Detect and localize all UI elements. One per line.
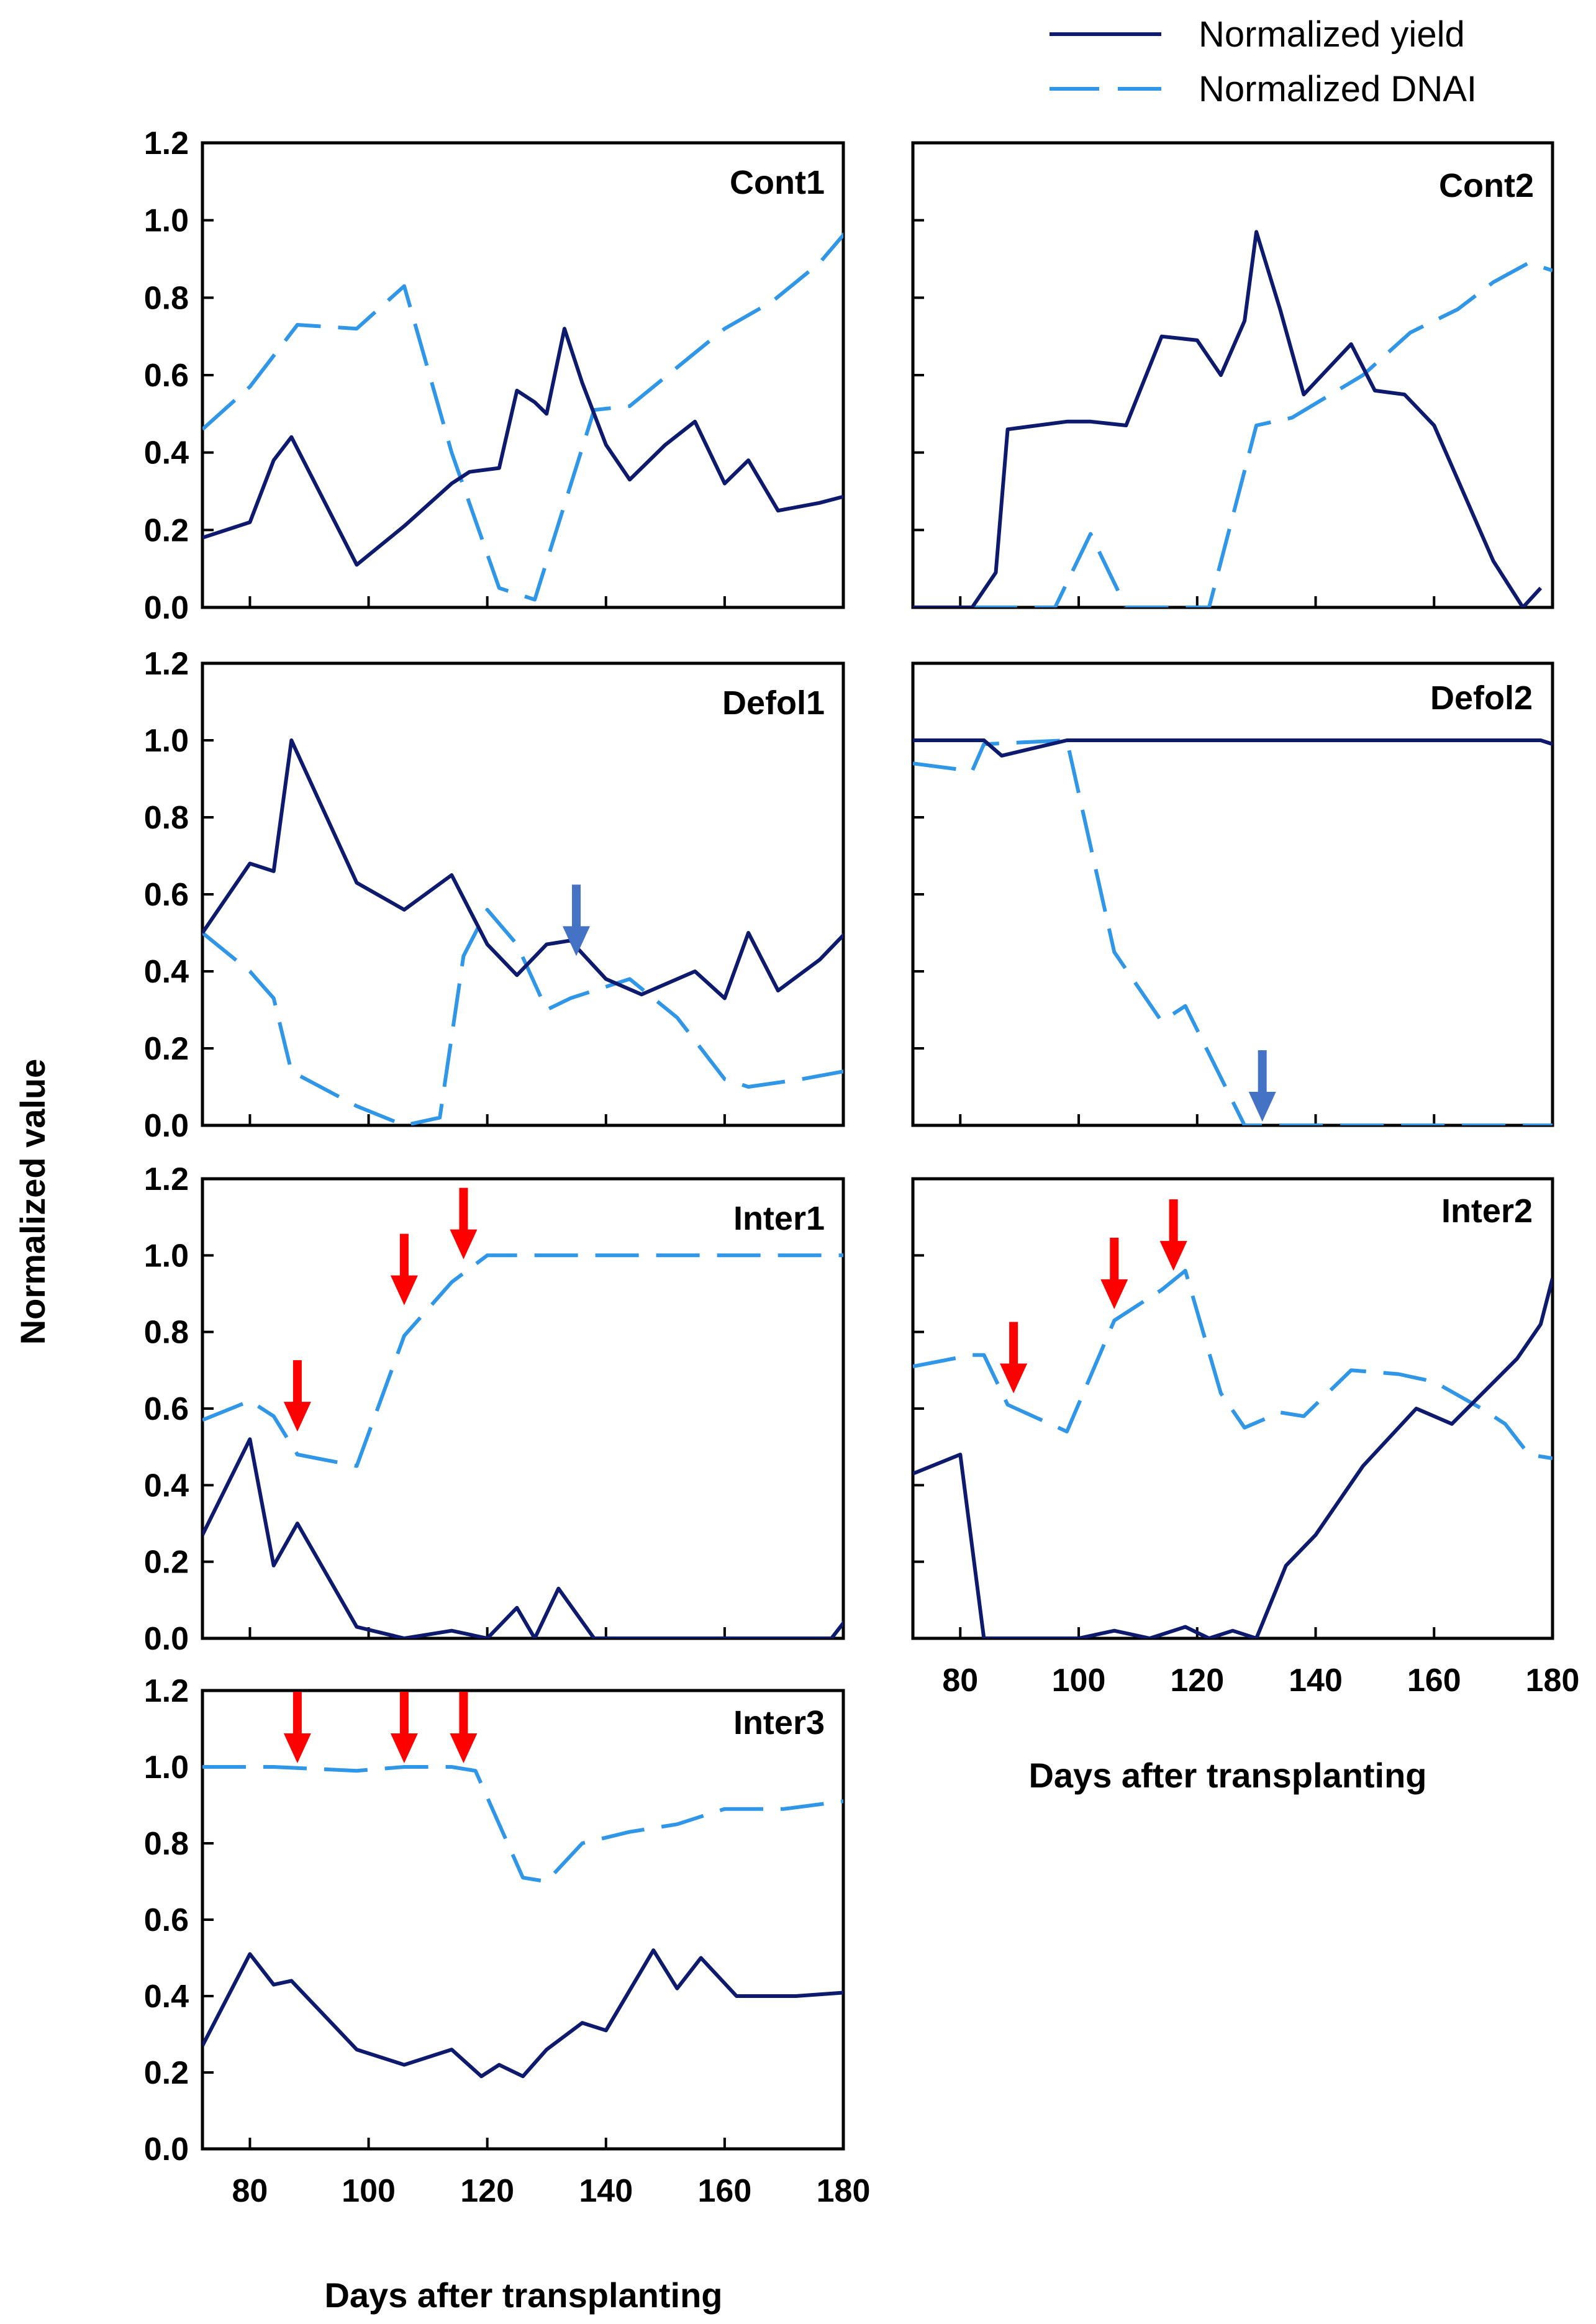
down-arrow-icon <box>1159 1199 1187 1271</box>
y-tick-label: 1.0 <box>144 1750 189 1786</box>
inter2-dnai-line <box>913 1269 1553 1461</box>
panel-inter2: Inter2 80 100 120 140 160 180 <box>911 1177 1580 1699</box>
down-arrow-icon <box>1248 1050 1276 1122</box>
down-arrow-icon <box>390 1692 418 1763</box>
panel-title-cont2: Cont2 <box>1439 167 1534 204</box>
y-tick-label: 0.4 <box>144 1468 189 1504</box>
y-tick-label: 0.2 <box>144 512 189 548</box>
panel-title-inter2: Inter2 <box>1441 1192 1533 1230</box>
y-tick-label: 0.8 <box>144 800 189 836</box>
y-tick-label: 1.0 <box>144 203 189 239</box>
panel-inter1: Inter1 0.0 0.2 0.4 0.6 0.8 1.0 1.2 <box>144 1161 845 1657</box>
inter1-dnai-line <box>202 1253 843 1468</box>
inter3-yield-line <box>202 1948 843 2079</box>
y-tick-label: 0.4 <box>144 954 189 990</box>
y-tick-label: 1.0 <box>144 723 189 759</box>
panel-defol2: Defol2 <box>911 661 1554 1127</box>
cont1-dnai-line <box>202 232 843 602</box>
x-tick-label: 120 <box>460 2173 514 2209</box>
x-tick-label: 120 <box>1170 1663 1224 1699</box>
x-tick-label: 100 <box>1052 1663 1106 1699</box>
y-tick-label: 1.2 <box>144 646 189 682</box>
y-tick-label: 0.2 <box>144 1545 189 1581</box>
x-axis-label-left: Days after transplanting <box>324 2276 722 2315</box>
down-arrow-icon <box>1000 1322 1028 1394</box>
y-tick-label: 0.4 <box>144 1979 189 2015</box>
panel-title-defol1: Defol1 <box>722 684 825 722</box>
down-arrow-icon <box>450 1692 478 1763</box>
panel-title-inter3: Inter3 <box>733 1704 825 1741</box>
x-tick-label: 180 <box>817 2173 871 2209</box>
y-tick-label: 0.0 <box>144 2131 189 2167</box>
down-arrow-icon <box>283 1360 311 1432</box>
plot-frame <box>911 1177 1554 1640</box>
y-tick-label: 0.2 <box>144 1031 189 1067</box>
x-tick-label: 80 <box>232 2173 268 2209</box>
legend-yield-label: Normalized yield <box>1199 14 1465 55</box>
down-arrow-icon <box>450 1187 478 1260</box>
x-tick-label: 100 <box>342 2173 396 2209</box>
inter2-yield-line <box>913 1278 1553 1638</box>
defol1-dnai-line <box>202 907 843 1125</box>
plot-frame <box>201 661 845 1127</box>
y-tick-label: 0.8 <box>144 1826 189 1862</box>
inter1-yield-line <box>202 1437 843 1638</box>
y-tick-label: 1.2 <box>144 1673 189 1709</box>
plot-frame <box>911 661 1554 1127</box>
y-tick-label: 0.8 <box>144 280 189 316</box>
y-tick-label: 0.6 <box>144 358 189 394</box>
y-tick-label: 0.6 <box>144 1391 189 1427</box>
legend-dnai-label: Normalized DNAI <box>1199 69 1477 109</box>
x-tick-label: 140 <box>579 2173 633 2209</box>
defol1-yield-line <box>202 738 843 1001</box>
defol2-dnai-line <box>913 738 1553 1125</box>
y-tick-label: 0.6 <box>144 1902 189 1938</box>
cont2-yield-line <box>913 230 1543 607</box>
y-axis-label: Normalized value <box>13 1059 52 1345</box>
legend: Normalized yield Normalized DNAI <box>1050 14 1477 109</box>
cont1-yield-line <box>202 327 843 567</box>
y-tick-label: 0.4 <box>144 435 189 471</box>
down-arrow-icon <box>563 884 590 956</box>
plot-frame <box>201 141 845 609</box>
panel-cont2: Cont2 <box>911 141 1554 609</box>
y-tick-label: 0.6 <box>144 877 189 913</box>
y-tick-label: 1.2 <box>144 125 189 161</box>
panel-title-cont1: Cont1 <box>730 164 825 201</box>
down-arrow-icon <box>283 1692 311 1763</box>
x-tick-label: 160 <box>698 2173 752 2209</box>
cont2-dnai-line <box>913 261 1553 607</box>
panel-title-inter1: Inter1 <box>733 1200 825 1237</box>
y-tick-label: 0.8 <box>144 1315 189 1351</box>
x-axis-label-right: Days after transplanting <box>1028 1756 1426 1795</box>
panel-defol1: Defol1 0.0 0.2 0.4 0.6 0.8 1.0 1.2 <box>144 646 845 1144</box>
plot-frame <box>911 141 1554 609</box>
x-tick-label: 80 <box>942 1663 978 1699</box>
x-tick-label: 140 <box>1289 1663 1343 1699</box>
panel-inter3: Inter3 0.0 0.2 0.4 0.6 0.8 1.0 1.2 80 100 120 140 1… <box>144 1673 871 2209</box>
panel-title-defol2: Defol2 <box>1430 679 1533 717</box>
y-tick-label: 0.2 <box>144 2055 189 2091</box>
y-tick-label: 0.0 <box>144 590 189 626</box>
y-tick-label: 0.0 <box>144 1108 189 1144</box>
down-arrow-icon <box>390 1233 418 1305</box>
y-tick-label: 1.2 <box>144 1161 189 1197</box>
x-tick-label: 180 <box>1526 1663 1580 1699</box>
down-arrow-icon <box>1100 1237 1128 1309</box>
y-tick-label: 1.0 <box>144 1238 189 1274</box>
y-tick-label: 0.0 <box>144 1621 189 1657</box>
defol2-yield-line <box>913 738 1553 758</box>
panel-cont1: Cont1 0.0 0.2 0.4 0.6 0.8 1.0 1.2 <box>144 125 845 626</box>
x-tick-label: 160 <box>1407 1663 1461 1699</box>
inter3-dnai-line <box>202 1765 843 1884</box>
